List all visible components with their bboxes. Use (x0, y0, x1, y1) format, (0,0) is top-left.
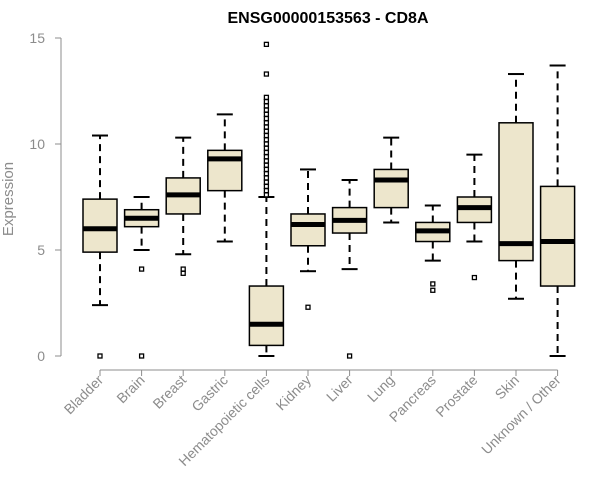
x-tick-label: Prostate (432, 372, 480, 420)
x-tick-label: Lung (364, 372, 397, 405)
iqr-box (82, 198, 118, 253)
box-bladder (82, 134, 118, 359)
outlier-point (263, 94, 270, 101)
iqr-box (373, 168, 409, 209)
outlier-point (263, 71, 270, 77)
outlier-point (263, 187, 270, 194)
box-liver (331, 179, 368, 359)
outlier-point (430, 287, 436, 293)
outlier-point (263, 98, 270, 105)
outlier-point (263, 124, 270, 130)
x-tick-label: Breast (149, 372, 189, 412)
outlier-point (263, 183, 270, 190)
box-brain (123, 196, 160, 359)
y-tick-label: 15 (29, 30, 45, 46)
iqr-box (248, 285, 285, 347)
outlier-point (180, 266, 186, 272)
outlier-point (263, 115, 270, 122)
box-gastric (207, 113, 243, 243)
box-kidney (290, 168, 326, 310)
outlier-point (138, 266, 145, 272)
box-lung (373, 136, 409, 224)
outlier-point (263, 128, 270, 134)
outlier-point (346, 353, 353, 359)
box-hematopoietic-cells (248, 41, 285, 357)
x-tick-label: Unknown / Other (478, 372, 564, 458)
outlier-point (263, 166, 270, 173)
iqr-box (290, 213, 326, 247)
box-skin (498, 73, 534, 300)
outlier-point (263, 154, 270, 160)
outlier-point (263, 158, 270, 164)
outlier-point (263, 179, 270, 185)
y-tick-label: 5 (37, 242, 45, 258)
outlier-point (263, 107, 270, 113)
outlier-point (138, 353, 145, 359)
x-tick-label: Bladder (61, 372, 107, 418)
y-axis: 0 5 10 15 (29, 30, 62, 364)
chart-title: ENSG00000153563 - CD8A (227, 10, 428, 27)
outlier-point (263, 141, 270, 147)
box-pancreas (415, 204, 451, 293)
box-unknown-other (539, 64, 576, 357)
x-tick-label: Kidney (273, 372, 315, 414)
outlier-point (263, 162, 270, 168)
outlier-point (263, 41, 270, 48)
x-tick-label: Brain (113, 372, 147, 406)
outlier-point (263, 120, 270, 126)
outlier-point (430, 281, 436, 287)
outlier-point (263, 149, 270, 156)
outlier-point (263, 192, 270, 198)
outlier-point (471, 274, 478, 281)
outlier-point (263, 137, 270, 143)
y-tick-label: 0 (37, 348, 45, 364)
outlier-point (263, 145, 270, 151)
y-tick-label: 10 (29, 136, 45, 152)
outlier-point (263, 171, 270, 177)
outlier-point (180, 270, 186, 276)
x-tick-label: Liver (323, 372, 356, 405)
box-prostate (456, 153, 493, 281)
outlier-point (263, 175, 270, 181)
y-axis-label: Expression (0, 162, 17, 236)
outlier-point (305, 304, 311, 310)
outlier-point (263, 132, 270, 139)
iqr-box (498, 122, 534, 262)
box-series (82, 41, 576, 359)
outlier-point (263, 103, 270, 109)
box-breast (165, 136, 201, 276)
outlier-point (97, 353, 103, 359)
x-tick-label: Skin (492, 372, 523, 403)
outlier-point (263, 111, 270, 117)
iqr-box (539, 185, 576, 287)
